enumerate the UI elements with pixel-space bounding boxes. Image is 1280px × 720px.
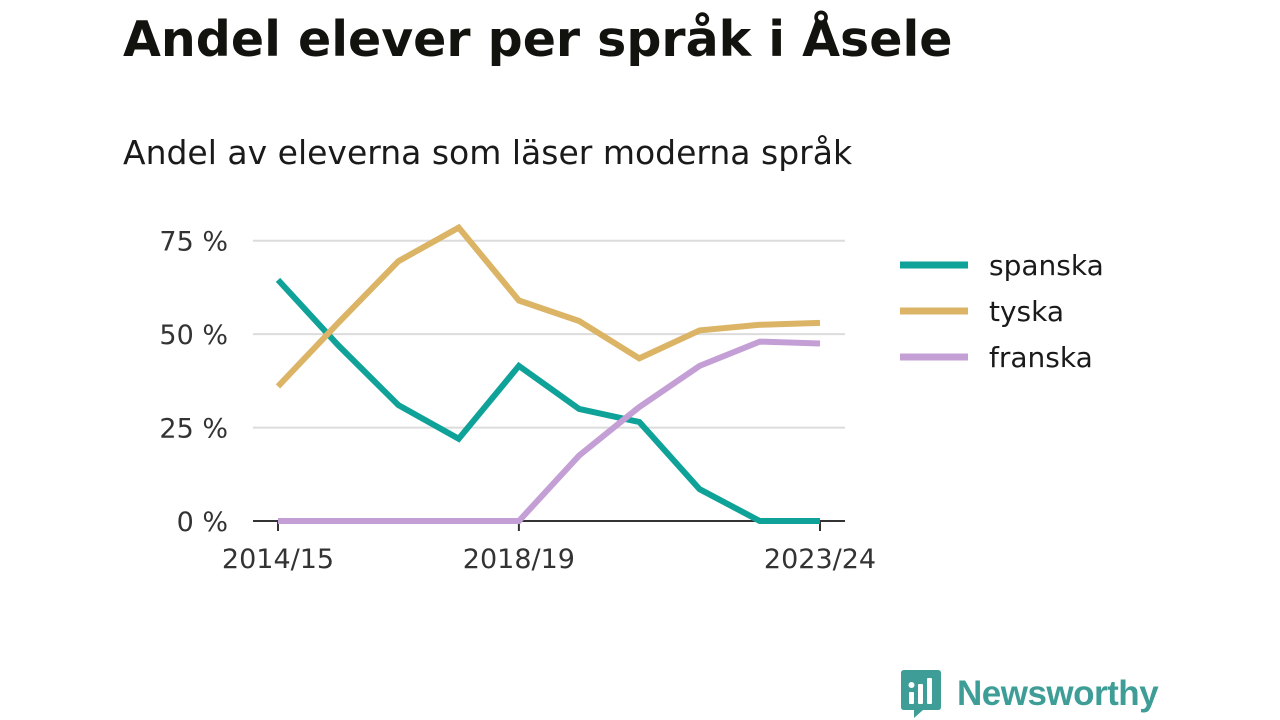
x-tick-label: 2014/15	[222, 544, 334, 575]
legend-label-franska: franska	[989, 341, 1093, 374]
y-tick-label: 0 %	[177, 507, 228, 538]
x-tick-label: 2018/19	[463, 544, 575, 575]
legend: spanska tyska franska	[900, 249, 1104, 374]
x-tick-label: 2023/24	[764, 544, 876, 575]
series-line-franska	[278, 338, 821, 524]
legend-label-spanska: spanska	[989, 249, 1104, 282]
chart-title: Andel elever per språk i Åsele	[123, 11, 953, 68]
brand-name: Newsworthy	[957, 674, 1159, 713]
newsworthy-brand: Newsworthy	[901, 670, 1159, 718]
series-line-tyska	[275, 223, 821, 389]
y-tick-label: 50 %	[159, 320, 228, 351]
y-tick-label: 75 %	[159, 227, 228, 258]
axes: 0 % 25 % 50 % 75 % 2014/15 2018/19 2023/24	[159, 227, 876, 575]
series-lines	[275, 223, 821, 524]
series-line-spanska	[275, 277, 820, 524]
legend-label-tyska: tyska	[989, 295, 1064, 328]
y-tick-label: 25 %	[159, 414, 228, 445]
gridlines	[253, 239, 845, 429]
newsworthy-logo-icon	[901, 670, 941, 718]
chart-subtitle: Andel av eleverna som läser moderna språ…	[123, 133, 853, 172]
